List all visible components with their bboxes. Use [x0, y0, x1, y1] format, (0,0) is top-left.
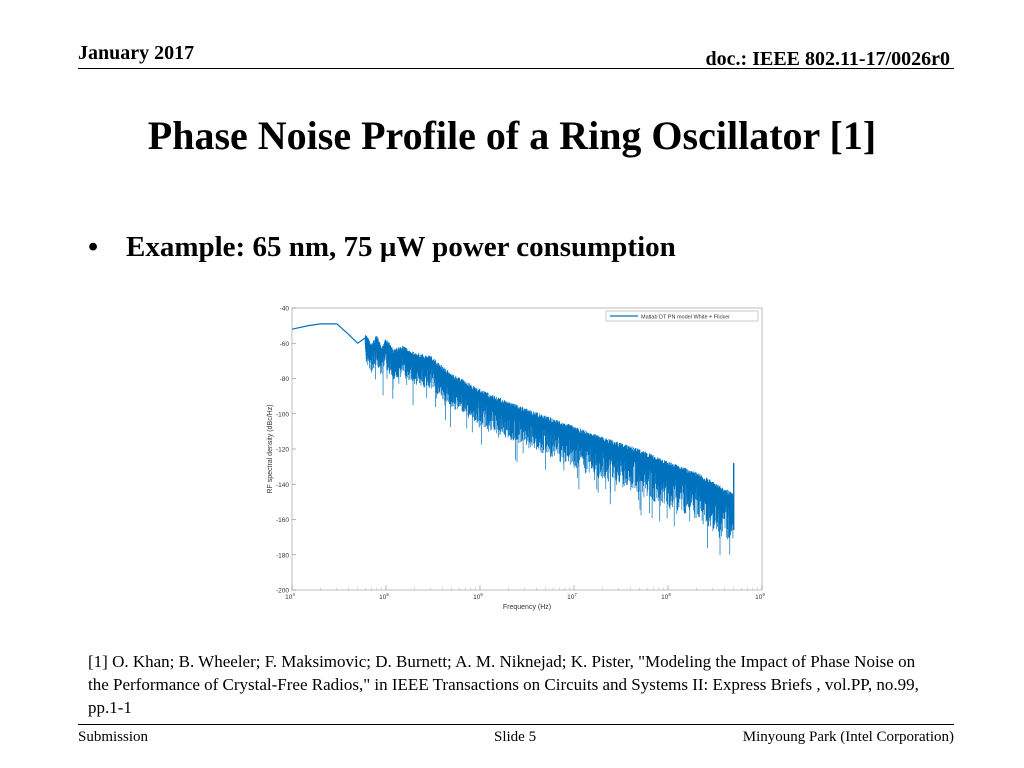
y-tick-label: -140 — [276, 482, 289, 489]
noise-band — [364, 334, 735, 556]
chart-plot-area — [291, 307, 763, 591]
y-tick-label: -180 — [276, 552, 289, 559]
footer-submission: Submission — [78, 729, 149, 745]
series-line — [291, 323, 734, 499]
noise-spikes — [364, 334, 735, 556]
footer-author: Minyoung Park (Intel Corporation) — [742, 729, 954, 745]
bullet-text: Example: 65 nm, 75 µW power consumption — [126, 231, 676, 263]
x-tick-label: 109 — [755, 592, 765, 601]
x-tick-label: 104 — [285, 592, 295, 601]
footer-divider — [78, 724, 954, 725]
header-date: January 2017 — [78, 42, 195, 64]
legend-box — [605, 310, 759, 322]
y-tick-label: -100 — [276, 411, 289, 418]
legend: Matlab DT PN model White + Flicker — [605, 310, 759, 322]
y-tick-label: -60 — [280, 341, 290, 348]
x-axis-label: Frequency (Hz) — [503, 604, 551, 611]
bullet-marker: • — [88, 231, 99, 263]
x-axis: 104 105 106 107 108 109 — [285, 585, 765, 601]
slide-title: Phase Noise Profile of a Ring Oscillator… — [147, 113, 877, 158]
y-tick-label: -200 — [276, 588, 289, 595]
legend-entry: Matlab DT PN model White + Flicker — [641, 315, 730, 321]
x-tick-label: 108 — [661, 592, 671, 601]
y-tick-label: -160 — [276, 517, 289, 524]
phase-noise-chart: -40 -60 -80 -100 -120 -140 -160 -180 -200 104 105… — [267, 306, 765, 612]
x-tick-label: 105 — [379, 592, 389, 601]
footer-slide-number: Slide 5 — [494, 729, 537, 745]
header-divider — [78, 68, 954, 69]
x-tick-label: 106 — [473, 592, 483, 601]
x-tick-label: 107 — [567, 592, 577, 601]
y-axis: -40 -60 -80 -100 -120 -140 -160 -180 -200 — [276, 306, 296, 595]
reference-citation: [1] O. Khan; B. Wheeler; F. Maksimovic; … — [88, 652, 919, 717]
header-doc-id: doc.: IEEE 802.11-17/0026r0 — [705, 48, 950, 70]
bullet-item: • Example: 65 nm, 75 µW power consumption — [88, 231, 676, 264]
y-tick-label: -120 — [276, 447, 289, 454]
y-tick-label: -80 — [280, 376, 290, 383]
y-axis-label: RF spectral density (dBc/Hz) — [267, 404, 274, 493]
y-tick-label: -40 — [280, 306, 290, 313]
